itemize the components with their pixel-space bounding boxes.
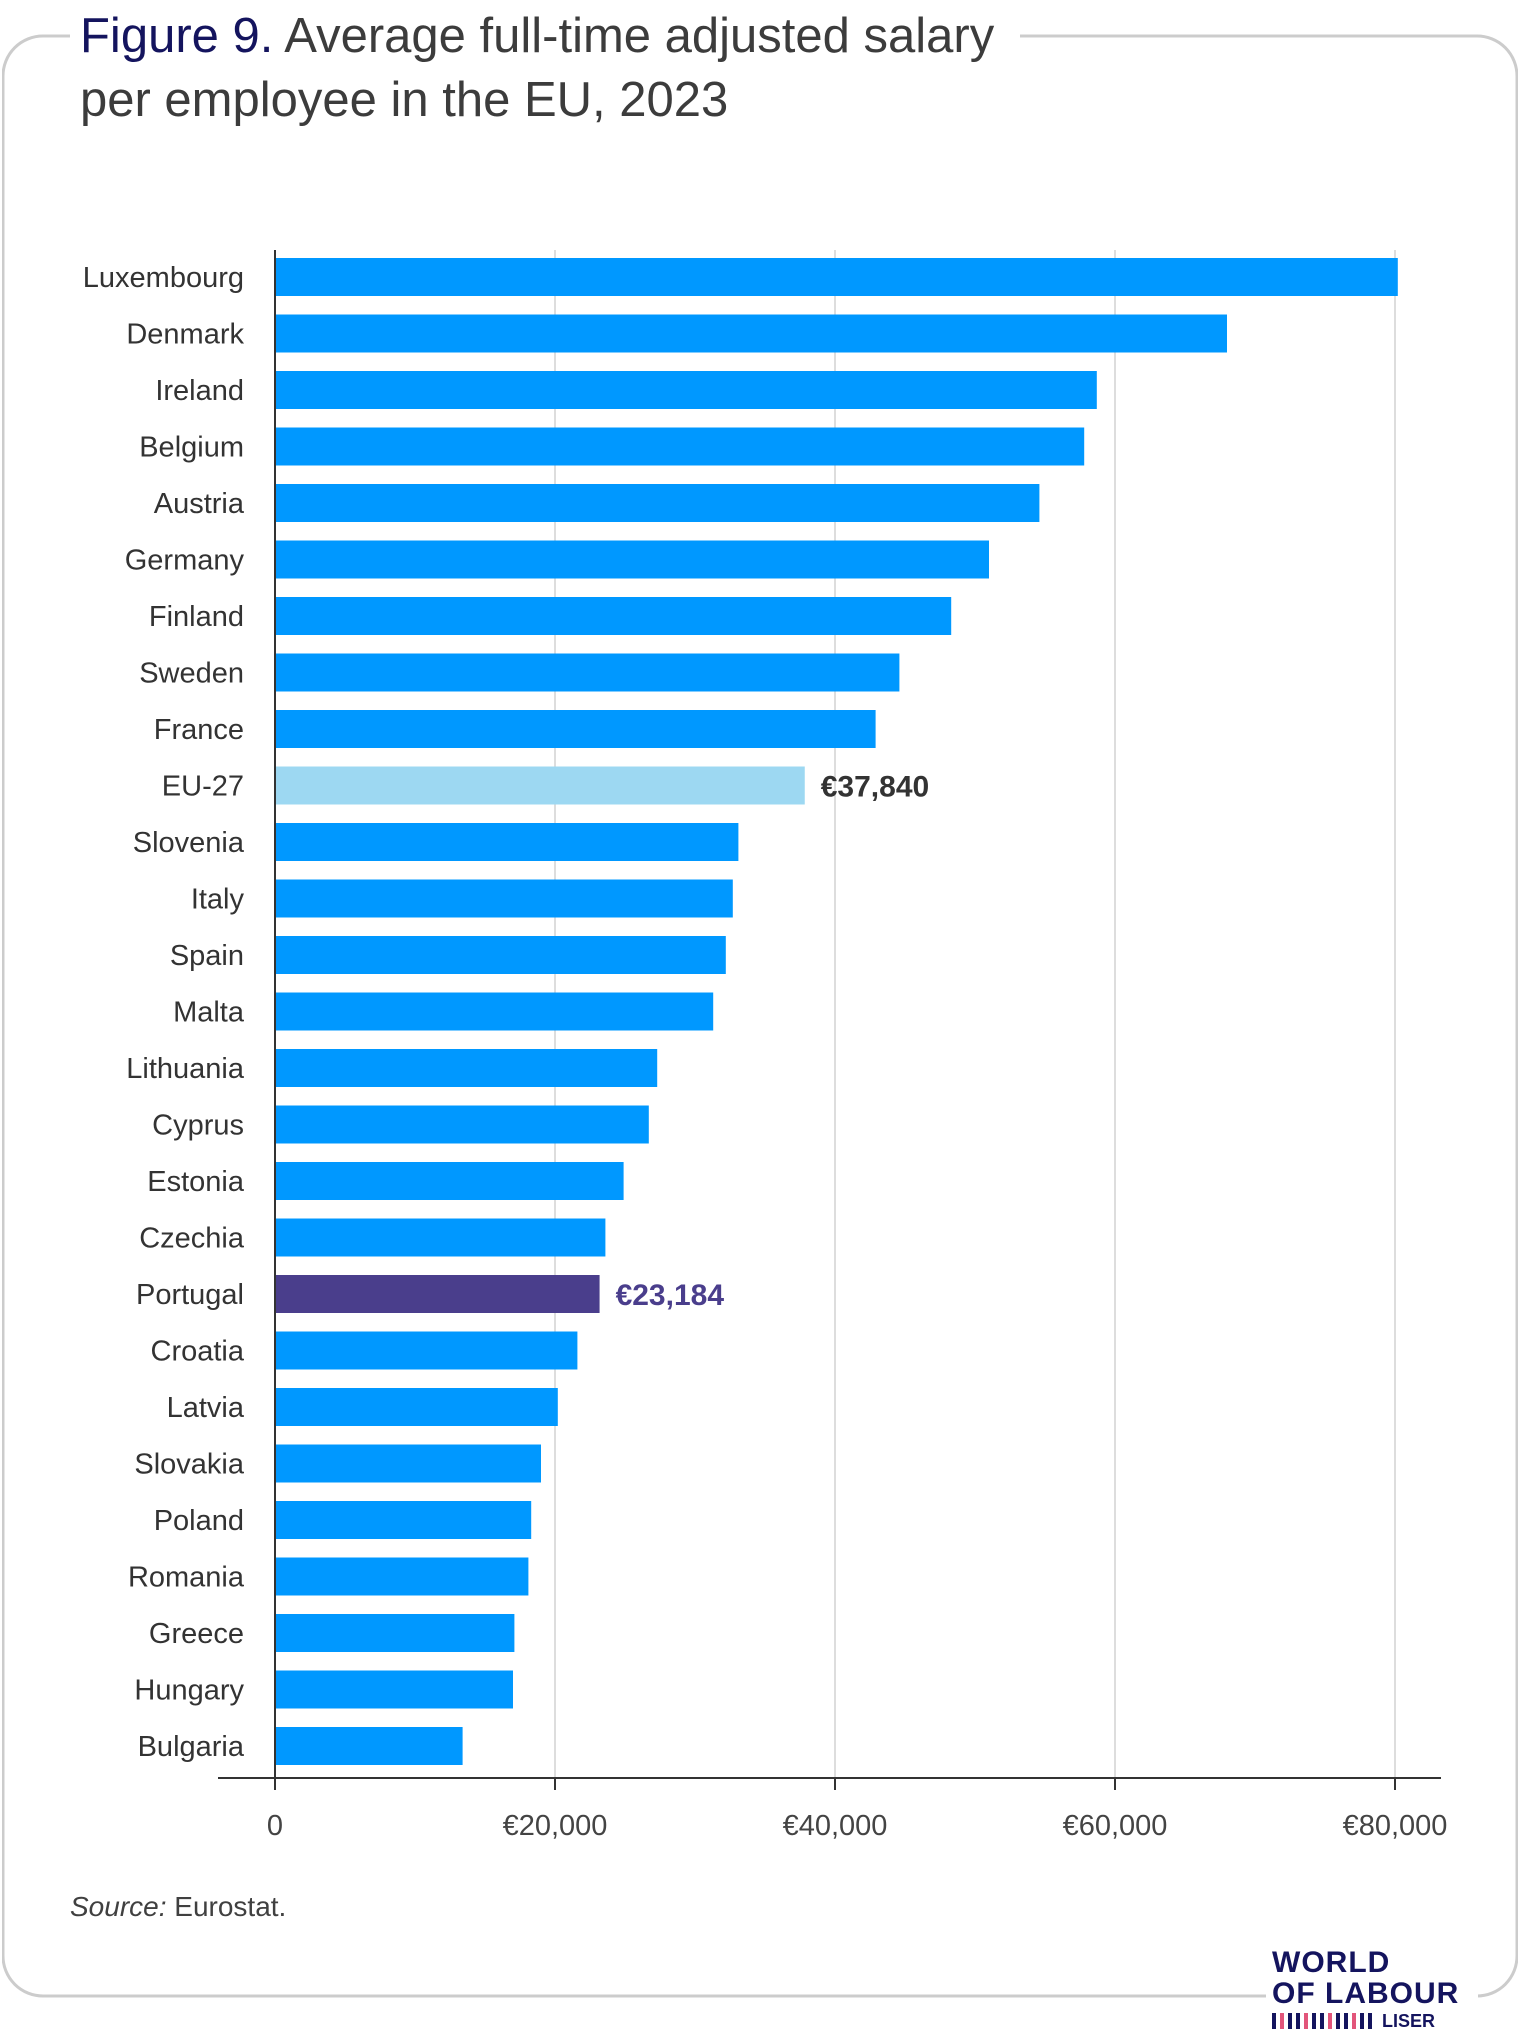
bar (275, 936, 726, 974)
category-label: Luxembourg (83, 262, 244, 294)
logo-line-3: LISER (1382, 2011, 1436, 2031)
bar (275, 653, 900, 692)
bar (275, 1444, 541, 1483)
logo-line-1: WORLD (1272, 1946, 1391, 1979)
figure-number: Figure 9. (80, 9, 274, 63)
x-tick-label: €60,000 (1063, 1810, 1168, 1842)
bar (275, 710, 876, 748)
x-tick-label: €20,000 (503, 1810, 608, 1842)
logo-line-3-row: LISER (1272, 2010, 1472, 2032)
x-tick-label: €40,000 (783, 1810, 888, 1842)
bar (275, 1275, 600, 1313)
bar (275, 1218, 606, 1257)
bar (275, 258, 1398, 296)
bar (275, 1105, 649, 1144)
category-label: Czechia (139, 1223, 245, 1255)
category-label: Germany (125, 545, 245, 577)
world-of-labour-logo: WORLD OF LABOUR LISER (1266, 1948, 1478, 2032)
bar (275, 823, 739, 861)
category-label: Cyprus (152, 1110, 244, 1142)
category-label: EU-27 (162, 771, 244, 803)
bar (275, 766, 805, 805)
bar (275, 1727, 463, 1765)
data-label: €37,840 (821, 771, 929, 804)
category-label: Belgium (139, 432, 244, 464)
category-label: Hungary (134, 1675, 244, 1707)
bar-chart: 0 €20,000 €40,000 €60,000 €80,000 Luxembourg D… (83, 250, 1448, 1842)
bar (275, 314, 1227, 353)
x-tick-label: 0 (267, 1810, 283, 1842)
bar (275, 1501, 532, 1539)
category-label: Estonia (147, 1166, 245, 1198)
figure-title: Figure 9. Average full-time adjusted sal… (70, 4, 1020, 132)
category-label: Greece (149, 1618, 244, 1650)
category-label: Croatia (151, 1336, 245, 1368)
bar (275, 1614, 515, 1652)
bar (275, 879, 733, 918)
bar (275, 1670, 513, 1709)
category-label: Bulgaria (138, 1731, 245, 1763)
category-label: Italy (191, 884, 245, 916)
x-tick-label: €80,000 (1343, 1810, 1448, 1842)
source-text: Eurostat. (174, 1891, 287, 1922)
logo-line-2: OF LABOUR (1272, 1977, 1460, 2010)
bar (275, 540, 989, 579)
bar (275, 1162, 624, 1200)
category-label: Sweden (139, 658, 244, 690)
category-label: Latvia (167, 1392, 245, 1424)
data-label: €23,184 (616, 1279, 725, 1312)
bar (275, 992, 714, 1031)
bar (275, 371, 1097, 409)
category-label: France (154, 714, 244, 746)
category-label: Malta (173, 997, 245, 1029)
figure-title-text: Average full-time adjusted salary per em… (80, 9, 995, 127)
bar (275, 1557, 529, 1596)
category-label: Finland (149, 601, 244, 633)
category-label: Lithuania (126, 1053, 245, 1085)
category-label: Slovakia (134, 1449, 244, 1481)
bar (275, 1331, 578, 1370)
category-label: Poland (154, 1505, 244, 1537)
bar (275, 1049, 658, 1087)
category-label: Portugal (136, 1279, 244, 1311)
bar (275, 427, 1085, 466)
source-note: Source: Eurostat. (70, 1891, 286, 1923)
logo-stripes-icon (1272, 2013, 1376, 2029)
category-label: Ireland (155, 375, 244, 407)
category-label: Slovenia (133, 827, 245, 859)
category-label: Romania (128, 1562, 245, 1594)
source-label: Source: (70, 1891, 167, 1922)
category-label: Spain (170, 940, 244, 972)
bar (275, 484, 1040, 522)
bar (275, 1388, 558, 1426)
bar (275, 597, 952, 635)
category-label: Austria (154, 488, 245, 520)
category-label: Denmark (126, 319, 244, 351)
